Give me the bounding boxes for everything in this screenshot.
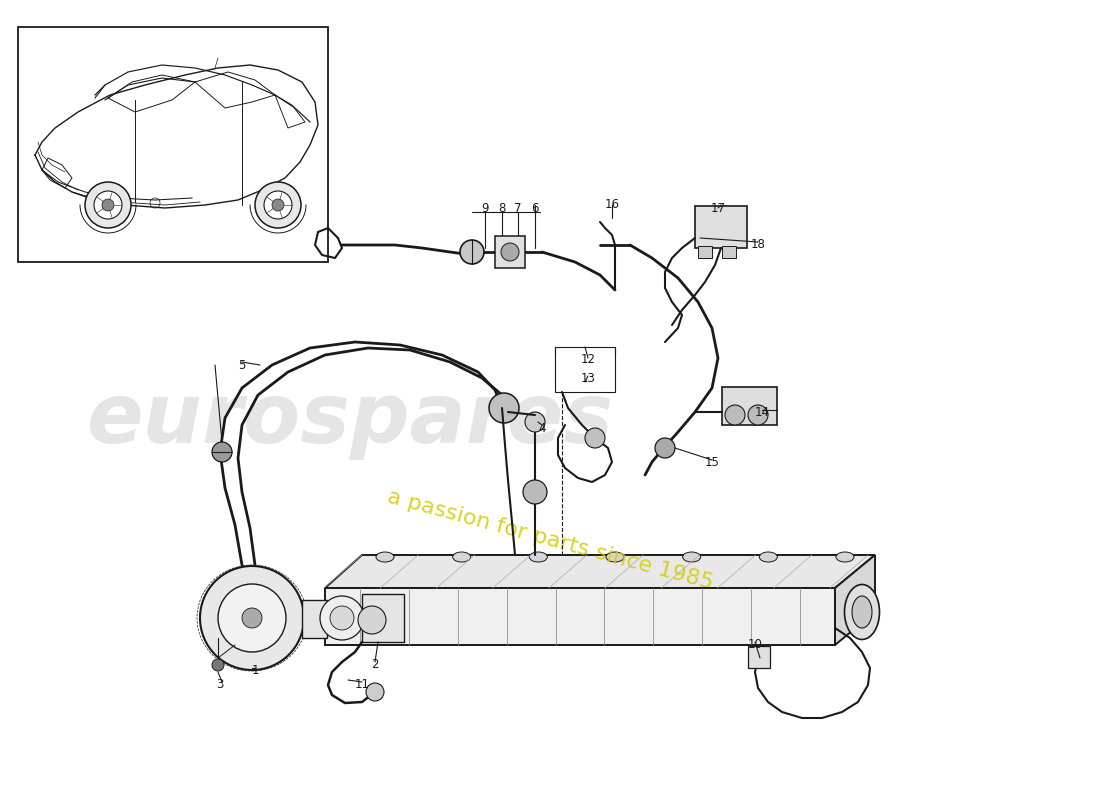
Circle shape <box>94 191 122 219</box>
Text: 12: 12 <box>581 354 595 366</box>
Bar <box>302 600 327 638</box>
Circle shape <box>725 405 745 425</box>
Circle shape <box>102 199 114 211</box>
Bar <box>324 588 835 645</box>
Text: 10: 10 <box>748 638 762 651</box>
Text: 1: 1 <box>251 663 258 677</box>
Ellipse shape <box>845 585 880 639</box>
Circle shape <box>460 240 484 264</box>
Circle shape <box>200 566 304 670</box>
Text: 3: 3 <box>217 678 223 691</box>
Circle shape <box>522 480 547 504</box>
Text: 7: 7 <box>515 202 521 214</box>
Circle shape <box>500 243 519 261</box>
Text: 16: 16 <box>605 198 619 211</box>
Text: 4: 4 <box>538 422 546 434</box>
Bar <box>556 347 615 392</box>
Bar <box>495 236 525 268</box>
Circle shape <box>320 596 364 640</box>
Circle shape <box>525 412 544 432</box>
Ellipse shape <box>453 552 471 562</box>
Ellipse shape <box>759 552 778 562</box>
Text: 14: 14 <box>755 406 770 418</box>
Circle shape <box>490 393 519 423</box>
Polygon shape <box>324 555 874 588</box>
Text: 18: 18 <box>750 238 766 251</box>
Bar <box>508 244 522 260</box>
Text: 6: 6 <box>531 202 539 214</box>
Bar <box>722 387 777 425</box>
Ellipse shape <box>683 552 701 562</box>
Text: 2: 2 <box>372 658 378 671</box>
Polygon shape <box>835 555 874 645</box>
Circle shape <box>358 606 386 634</box>
Circle shape <box>212 659 224 671</box>
Text: eurospares: eurospares <box>87 379 614 461</box>
Circle shape <box>748 405 768 425</box>
Circle shape <box>255 182 301 228</box>
Circle shape <box>654 438 675 458</box>
Circle shape <box>330 606 354 630</box>
Bar <box>18 27 328 262</box>
Bar <box>362 594 404 642</box>
Circle shape <box>212 442 232 462</box>
Text: 15: 15 <box>705 455 719 469</box>
Circle shape <box>218 584 286 652</box>
Ellipse shape <box>852 596 872 628</box>
Circle shape <box>585 428 605 448</box>
Ellipse shape <box>836 552 854 562</box>
Ellipse shape <box>529 552 548 562</box>
Ellipse shape <box>606 552 624 562</box>
Text: 17: 17 <box>711 202 726 214</box>
Bar <box>695 206 747 248</box>
Circle shape <box>366 683 384 701</box>
Circle shape <box>85 182 131 228</box>
Circle shape <box>242 608 262 628</box>
Bar <box>698 246 712 258</box>
Bar <box>722 246 736 258</box>
Text: 5: 5 <box>239 358 245 371</box>
Circle shape <box>272 199 284 211</box>
Circle shape <box>264 191 292 219</box>
Text: 9: 9 <box>481 202 488 214</box>
Text: a passion for parts since 1985: a passion for parts since 1985 <box>385 486 715 594</box>
Text: 8: 8 <box>498 202 506 214</box>
Bar <box>748 646 770 668</box>
Ellipse shape <box>376 552 394 562</box>
Text: 11: 11 <box>354 678 370 691</box>
Text: 13: 13 <box>581 371 595 385</box>
